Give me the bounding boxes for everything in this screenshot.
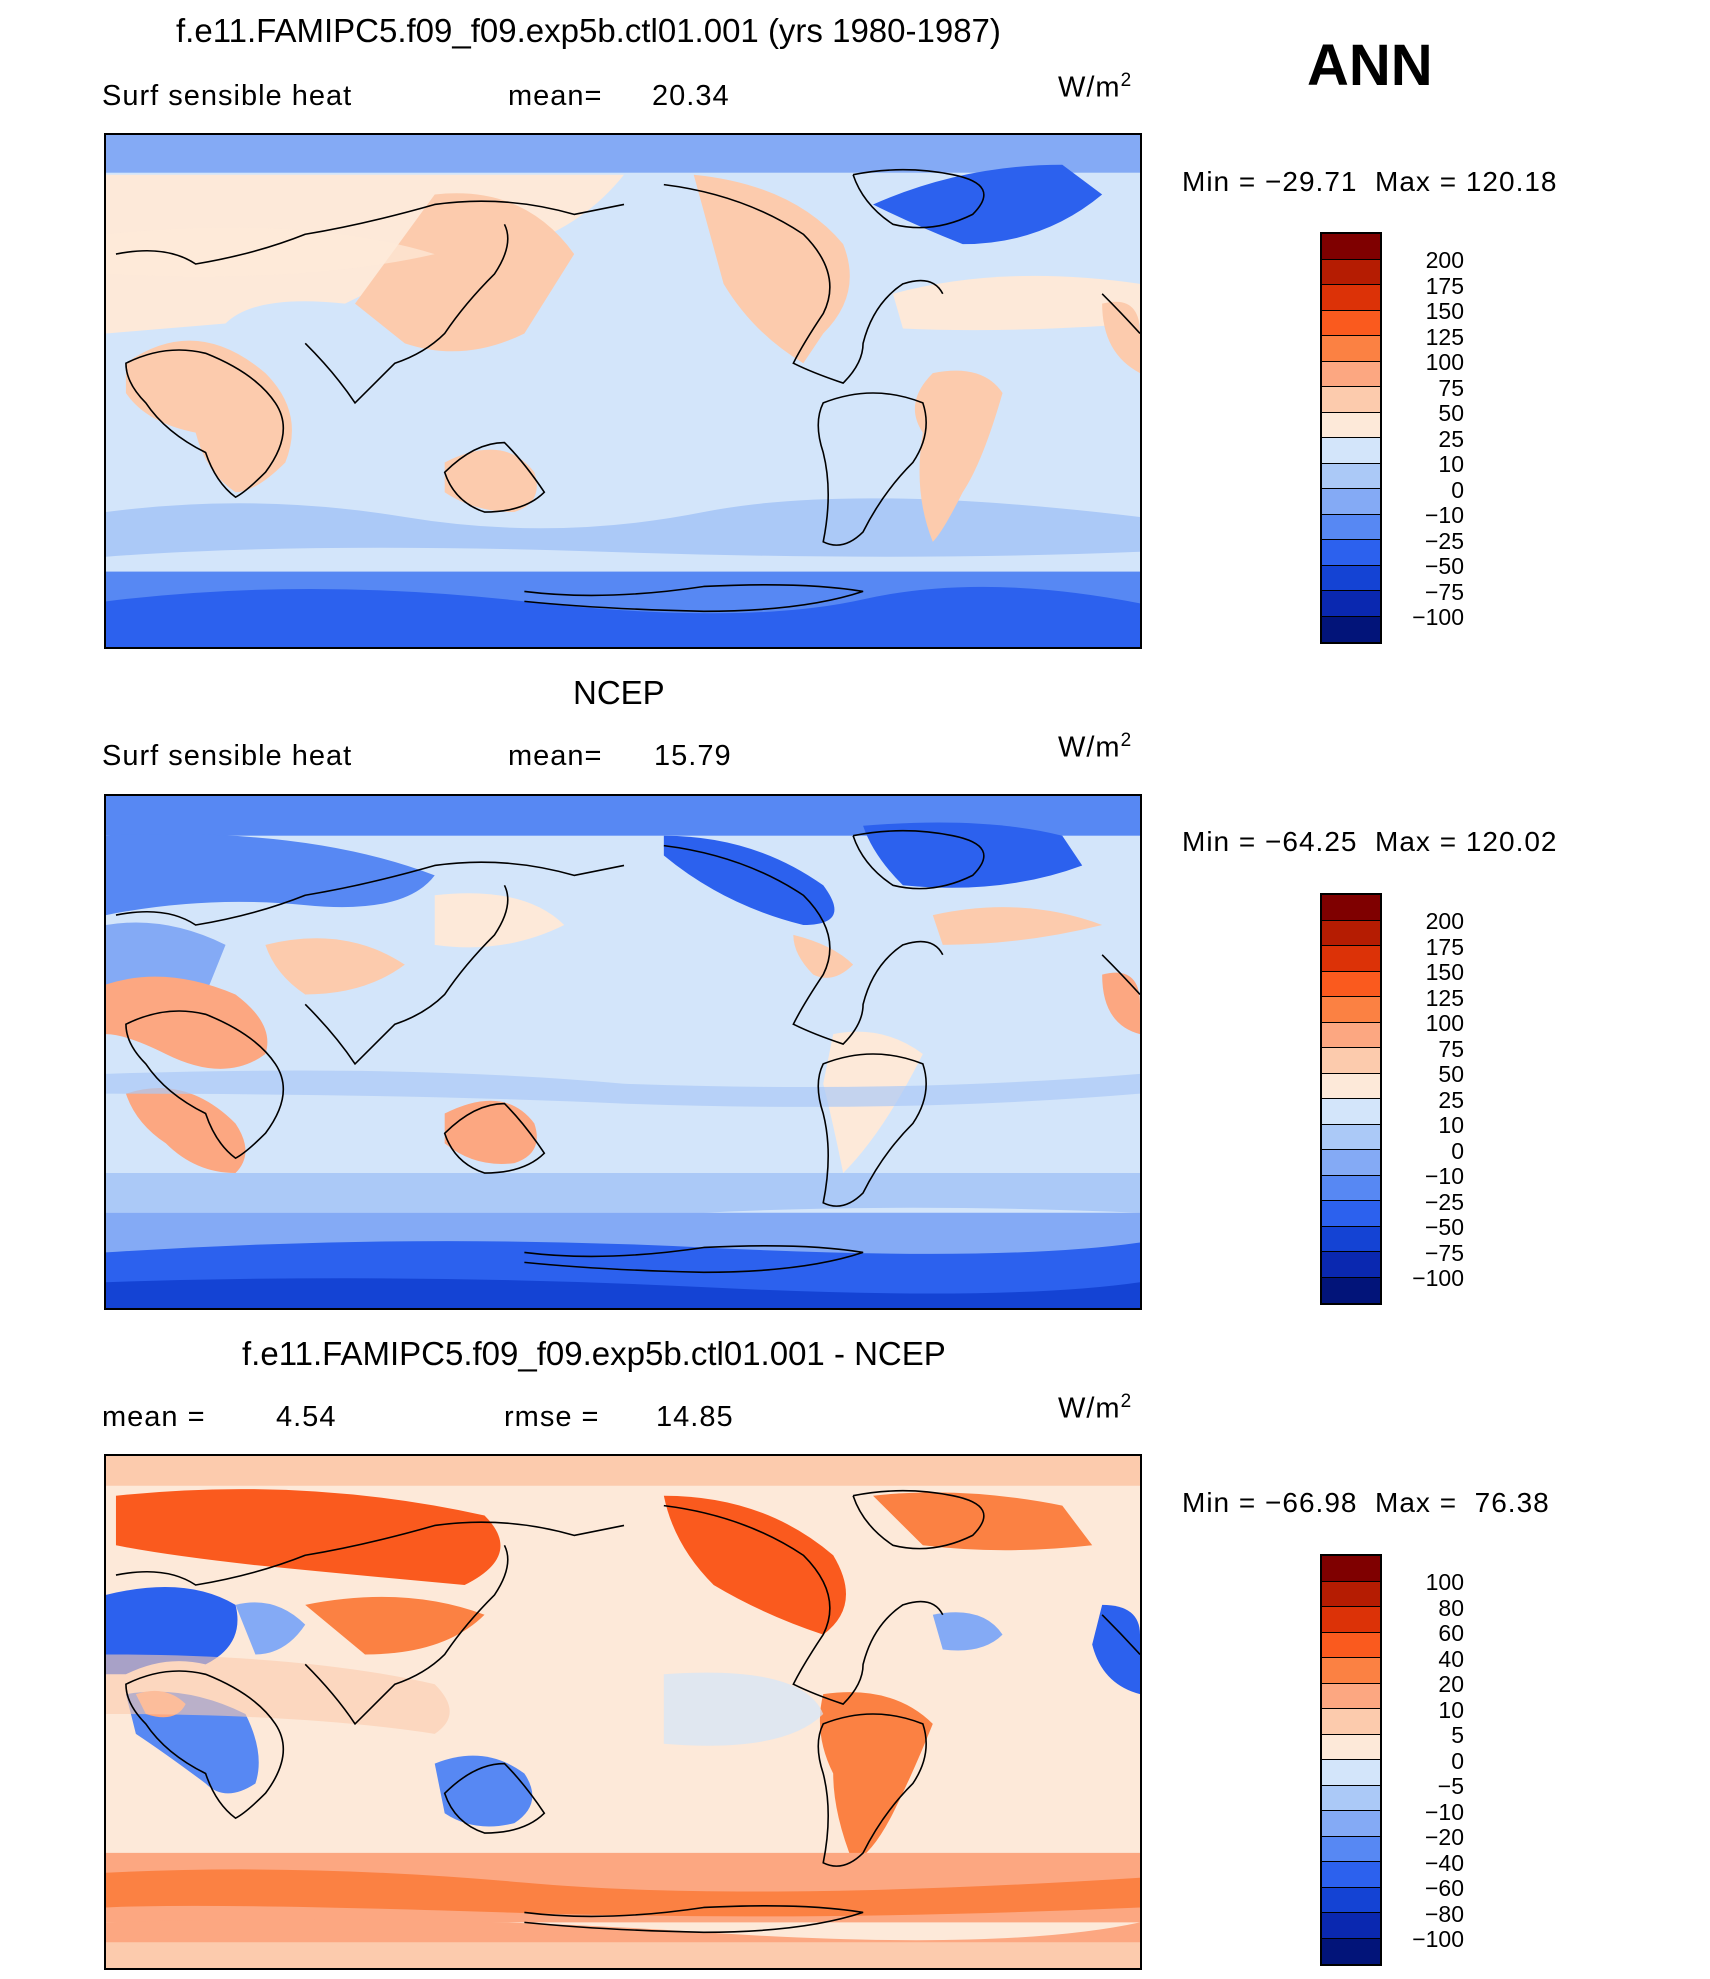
colorbar-label: 100	[1425, 349, 1464, 375]
colorbar-label: 175	[1425, 273, 1464, 299]
colorbar-label: 10	[1438, 1112, 1464, 1138]
panel2-units: W/m2	[1058, 730, 1133, 764]
panel1-colorbar	[1320, 232, 1382, 644]
colorbar-label: 5	[1451, 1722, 1464, 1748]
panel3-rmse-label: rmse =	[504, 1401, 600, 1433]
colorbar-label: 125	[1425, 324, 1464, 350]
colorbar-label: −80	[1424, 1901, 1464, 1927]
colorbar-label: 75	[1438, 375, 1464, 401]
colorbar-label: 40	[1438, 1646, 1464, 1672]
colorbar-label: 0	[1451, 1138, 1464, 1164]
panel2-title: NCEP	[573, 674, 665, 711]
panel2-map-field	[106, 796, 1140, 1308]
colorbar-label: 10	[1438, 451, 1464, 477]
colorbar-label: 150	[1425, 959, 1464, 985]
panel1-title: f.e11.FAMIPC5.f09_f09.exp5b.ctl01.001 (y…	[176, 12, 1001, 49]
panel3-map-field	[106, 1456, 1140, 1968]
colorbar-label: −40	[1424, 1850, 1464, 1876]
panel3-rmse-value: 14.85	[656, 1401, 734, 1433]
colorbar-label: −75	[1424, 579, 1464, 605]
colorbar-label: 175	[1425, 934, 1464, 960]
panel2-colorbar	[1320, 893, 1382, 1305]
colorbar-label: 100	[1425, 1569, 1464, 1595]
colorbar-label: −60	[1424, 1875, 1464, 1901]
colorbar-label: −50	[1424, 553, 1464, 579]
season-label: ANN	[1307, 33, 1433, 98]
colorbar-label: −25	[1424, 528, 1464, 554]
panel2-mean-value: 15.79	[654, 740, 732, 772]
colorbar-label: −100	[1412, 604, 1464, 630]
colorbar-label: −50	[1424, 1214, 1464, 1240]
colorbar-label: 80	[1438, 1595, 1464, 1621]
panel1-mean-label: mean=	[508, 80, 603, 112]
colorbar-label: 25	[1438, 426, 1464, 452]
colorbar-label: 50	[1438, 1061, 1464, 1087]
panel2-min-max: Min = −64.25 Max = 120.02	[1182, 826, 1558, 857]
colorbar-label: −20	[1424, 1824, 1464, 1850]
colorbar-label: −100	[1412, 1265, 1464, 1291]
panel3-mean-label: mean =	[102, 1401, 206, 1433]
colorbar-label: 0	[1451, 1748, 1464, 1774]
panel2-mean-label: mean=	[508, 740, 603, 772]
colorbar-label: −25	[1424, 1189, 1464, 1215]
panel1-map	[104, 133, 1142, 649]
colorbar-label: 25	[1438, 1087, 1464, 1113]
colorbar-label: 100	[1425, 1010, 1464, 1036]
colorbar-label: 200	[1425, 247, 1464, 273]
colorbar-label: −100	[1412, 1926, 1464, 1952]
panel3-mean-value: 4.54	[276, 1401, 337, 1433]
colorbar-label: −10	[1424, 1799, 1464, 1825]
colorbar-label: 50	[1438, 400, 1464, 426]
colorbar-label: −10	[1424, 502, 1464, 528]
colorbar-label: 200	[1425, 908, 1464, 934]
panel3-min-max: Min = −66.98 Max = 76.38	[1182, 1487, 1550, 1518]
panel2-map	[104, 794, 1142, 1310]
colorbar-label: 150	[1425, 298, 1464, 324]
colorbar-label: 75	[1438, 1036, 1464, 1062]
colorbar-label: −5	[1437, 1773, 1464, 1799]
colorbar-label: 60	[1438, 1620, 1464, 1646]
panel1-variable-label: Surf sensible heat	[102, 80, 353, 112]
colorbar-label: 125	[1425, 985, 1464, 1011]
panel1-min-max: Min = −29.71 Max = 120.18	[1182, 166, 1558, 197]
colorbar-label: −10	[1424, 1163, 1464, 1189]
panel3-title: f.e11.FAMIPC5.f09_f09.exp5b.ctl01.001 - …	[242, 1335, 946, 1372]
panel3-units: W/m2	[1058, 1391, 1133, 1425]
panel3-colorbar	[1320, 1554, 1382, 1966]
colorbar-label: −75	[1424, 1240, 1464, 1266]
panel3-map	[104, 1454, 1142, 1970]
panel2-variable-label: Surf sensible heat	[102, 740, 353, 772]
panel1-mean-value: 20.34	[652, 80, 730, 112]
panel1-units: W/m2	[1058, 70, 1133, 104]
panel1-map-field	[106, 135, 1140, 647]
colorbar-label: 10	[1438, 1697, 1464, 1723]
colorbar-label: 20	[1438, 1671, 1464, 1697]
colorbar-label: 0	[1451, 477, 1464, 503]
